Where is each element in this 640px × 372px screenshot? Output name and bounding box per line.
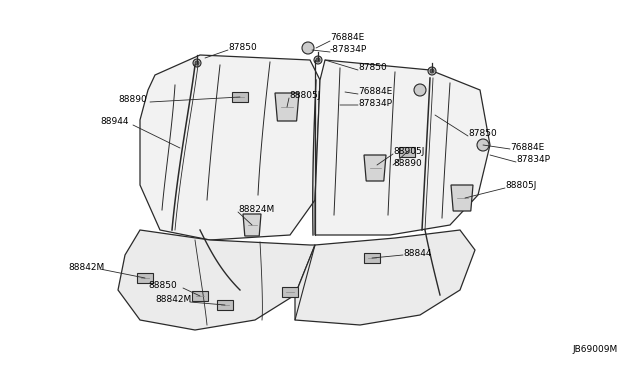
Text: 87850: 87850 [228, 42, 257, 51]
Polygon shape [364, 155, 386, 181]
Polygon shape [451, 185, 473, 211]
Polygon shape [192, 291, 208, 301]
Text: 88805J: 88805J [505, 182, 536, 190]
Text: 88890: 88890 [393, 158, 422, 167]
Text: 88842M: 88842M [155, 295, 191, 305]
Circle shape [195, 61, 199, 65]
Polygon shape [118, 230, 315, 330]
Polygon shape [140, 55, 320, 240]
Circle shape [302, 42, 314, 54]
Polygon shape [399, 147, 415, 157]
Polygon shape [282, 287, 298, 297]
Text: 88850: 88850 [148, 282, 177, 291]
Circle shape [428, 67, 436, 75]
Circle shape [430, 69, 434, 73]
Polygon shape [217, 300, 233, 310]
Text: 76884E: 76884E [358, 87, 392, 96]
Text: 88944: 88944 [100, 118, 129, 126]
Text: 76884E: 76884E [330, 33, 364, 42]
Polygon shape [364, 253, 380, 263]
Text: 88824M: 88824M [238, 205, 275, 215]
Text: 76884E: 76884E [510, 142, 544, 151]
Text: 88890: 88890 [118, 96, 147, 105]
Polygon shape [243, 214, 261, 236]
Text: JB69009M: JB69009M [572, 346, 617, 355]
Text: 87850: 87850 [468, 129, 497, 138]
Polygon shape [295, 230, 475, 325]
Circle shape [314, 56, 322, 64]
Text: 87850: 87850 [358, 64, 387, 73]
Text: 87834P: 87834P [516, 155, 550, 164]
Circle shape [414, 84, 426, 96]
Polygon shape [275, 93, 299, 121]
Polygon shape [315, 60, 490, 235]
Text: 87834P: 87834P [358, 99, 392, 108]
Polygon shape [232, 92, 248, 102]
Circle shape [193, 59, 201, 67]
Circle shape [316, 58, 320, 62]
Polygon shape [137, 273, 153, 283]
Text: 88842M: 88842M [68, 263, 104, 272]
Text: 88844: 88844 [403, 248, 431, 257]
Text: 88905J: 88905J [393, 148, 424, 157]
Text: -87834P: -87834P [330, 45, 367, 55]
Circle shape [477, 139, 489, 151]
Text: 88805J: 88805J [289, 92, 321, 100]
